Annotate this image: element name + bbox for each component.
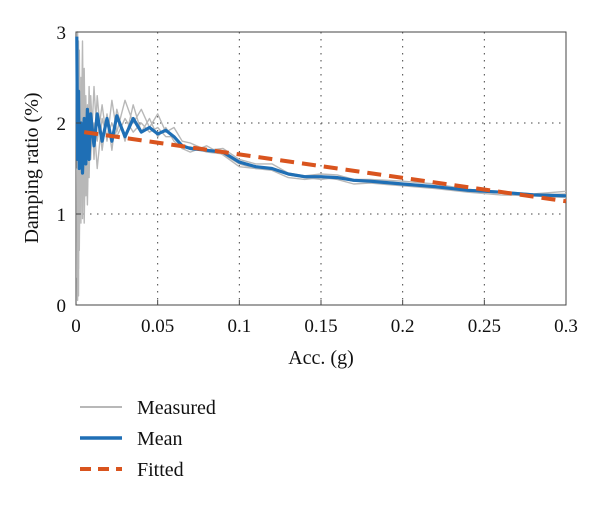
y-axis-ticks: 0 1 2 3 xyxy=(57,23,81,317)
y-tick-label-2: 2 xyxy=(57,114,67,135)
legend-label-mean: Mean xyxy=(137,428,183,450)
series-layer xyxy=(75,31,567,302)
x-axis-ticks: 0 0.05 0.1 0.15 0.2 0.25 0.3 xyxy=(71,300,578,337)
x-tick-label-5: 0.25 xyxy=(468,316,501,337)
x-axis-title: Acc. (g) xyxy=(288,347,354,369)
legend: Measured Mean Fitted xyxy=(80,397,216,481)
x-tick-label-2: 0.1 xyxy=(227,316,251,337)
legend-item-mean: Mean xyxy=(80,428,183,450)
y-tick-label-1: 1 xyxy=(57,205,67,226)
x-tick-label-0: 0 xyxy=(71,316,81,337)
x-tick-label-4: 0.2 xyxy=(391,316,415,337)
legend-label-fitted: Fitted xyxy=(137,459,184,481)
y-tick-label-0: 0 xyxy=(57,296,67,317)
x-tick-label-1: 0.05 xyxy=(141,316,174,337)
grid-lines xyxy=(76,32,566,305)
measured-curve-1 xyxy=(76,40,567,302)
x-tick-label-6: 0.3 xyxy=(554,316,578,337)
mean-line xyxy=(75,36,567,198)
y-axis-title: Damping ratio (%) xyxy=(21,92,43,243)
legend-item-measured: Measured xyxy=(80,397,216,419)
legend-label-measured: Measured xyxy=(137,397,216,419)
fitted-line xyxy=(83,130,567,204)
legend-item-fitted: Fitted xyxy=(80,459,184,481)
y-tick-label-3: 3 xyxy=(57,23,67,44)
x-tick-label-3: 0.15 xyxy=(304,316,337,337)
